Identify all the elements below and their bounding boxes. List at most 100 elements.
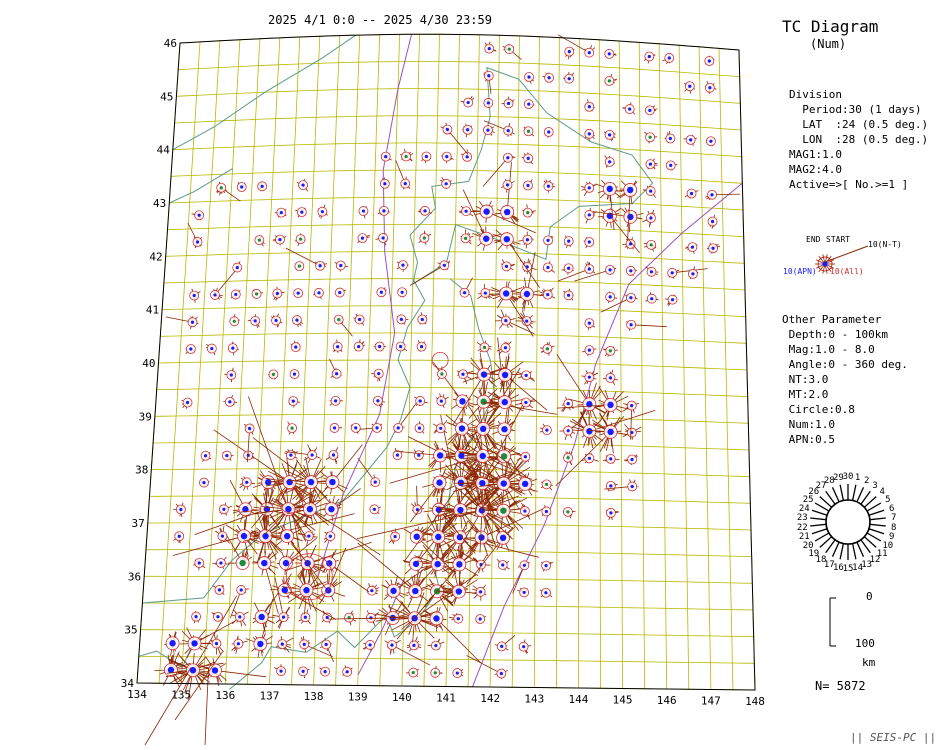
clock-label: 19: [808, 549, 819, 559]
tc-marker: [504, 448, 538, 496]
tc-marker: [392, 447, 404, 461]
tc-marker: [487, 396, 520, 471]
tc-marker: [556, 354, 606, 424]
lon-label: 148: [745, 695, 765, 708]
tc-marker: [602, 369, 619, 386]
tc-marker: [460, 149, 473, 162]
tc-marker: [437, 366, 447, 381]
tc-marker: [543, 127, 554, 138]
clock-spoke: [825, 539, 836, 554]
tc-marker: [206, 343, 217, 356]
tc-marker: [325, 446, 339, 465]
legend-dot: [822, 261, 828, 267]
parameter-line: Mag:1.0 - 8.0: [782, 343, 875, 356]
clock-label: 2: [864, 476, 869, 486]
clock-label: 30: [843, 472, 854, 482]
tc-marker: [230, 289, 241, 300]
tc-marker: [643, 239, 657, 252]
tc-marker: [440, 177, 452, 189]
clock-spoke: [811, 528, 828, 535]
tc-marker: [218, 502, 232, 516]
tc-marker: [418, 230, 432, 245]
tc-marker: [420, 607, 482, 664]
tc-marker: [605, 480, 618, 492]
lon-label: 143: [524, 693, 544, 706]
tc-marker: [540, 341, 555, 356]
tc-marker: [605, 291, 618, 304]
tc-marker: [494, 635, 516, 652]
tc-marker: [460, 229, 474, 245]
tc-marker: [665, 160, 678, 171]
clock-label: 1: [855, 473, 860, 483]
clock-spoke: [866, 502, 882, 512]
tc-marker: [583, 237, 595, 249]
tc-marker: [224, 367, 237, 383]
tc-marker: [482, 152, 516, 187]
tc-marker: [191, 210, 205, 221]
tc-marker: [323, 531, 336, 543]
division-line: Division: [789, 88, 842, 101]
tc-marker: [440, 151, 454, 164]
tc-marker: [501, 96, 515, 109]
tc-marker: [164, 631, 180, 657]
tc-marker: [191, 610, 202, 624]
legend-end: END: [806, 235, 821, 244]
tc-marker: [543, 235, 554, 246]
tc-marker: [395, 440, 457, 473]
tc-marker: [333, 314, 353, 337]
tc-marker: [563, 451, 573, 466]
tc-marker: [704, 80, 717, 94]
tc-marker: [563, 288, 574, 301]
clock-circle: [825, 499, 871, 545]
tc-marker: [285, 444, 321, 464]
tc-marker: [605, 507, 619, 521]
tc-marker: [459, 277, 473, 298]
tc-marker: [541, 504, 552, 517]
lat-label: 42: [149, 250, 162, 263]
clock-label: 11: [877, 549, 888, 559]
tc-marker: [642, 185, 657, 198]
tc-marker: [379, 177, 390, 189]
tc-marker: [317, 204, 328, 219]
tc-markers: [144, 34, 741, 746]
tc-marker: [229, 314, 240, 327]
division-line: LON :28 (0.5 deg.): [789, 133, 929, 146]
tc-marker: [257, 181, 268, 192]
tc-marker: [602, 345, 619, 357]
tc-marker: [559, 423, 578, 441]
clock-spoke: [856, 541, 865, 557]
tc-marker: [705, 189, 741, 200]
tc-marker: [430, 665, 443, 678]
lon-label: 136: [215, 689, 235, 702]
tc-marker: [193, 558, 206, 571]
tc-marker: [297, 531, 318, 547]
clock-spoke: [860, 539, 871, 554]
tc-marker: [512, 560, 530, 594]
tc-marker: [245, 598, 274, 658]
tc-marker: [380, 151, 392, 162]
tc-marker: [662, 53, 675, 65]
tc-marker: [296, 179, 309, 192]
tc-marker: [329, 423, 343, 433]
tc-marker: [626, 319, 667, 331]
clock-spoke: [814, 502, 830, 512]
tc-marker: [522, 204, 536, 218]
tc-marker: [556, 386, 631, 422]
tc-marker: [216, 181, 241, 202]
tc-marker: [294, 233, 306, 247]
clock-label: 3: [872, 481, 877, 491]
tc-marker: [268, 369, 279, 380]
tc-marker: [561, 263, 574, 275]
lat-label: 46: [164, 37, 177, 50]
tc-marker: [344, 610, 357, 626]
tc-marker: [410, 468, 454, 523]
tail-vector: [174, 651, 223, 721]
clock-label: 7: [891, 513, 896, 523]
parameter-line: Circle:0.8: [782, 403, 855, 416]
clock-label: 10: [882, 541, 893, 551]
tc-marker: [448, 613, 464, 624]
tc-marker: [496, 558, 510, 571]
tc-marker: [413, 449, 425, 461]
tc-marker: [396, 314, 409, 325]
tc-marker: [604, 48, 617, 59]
